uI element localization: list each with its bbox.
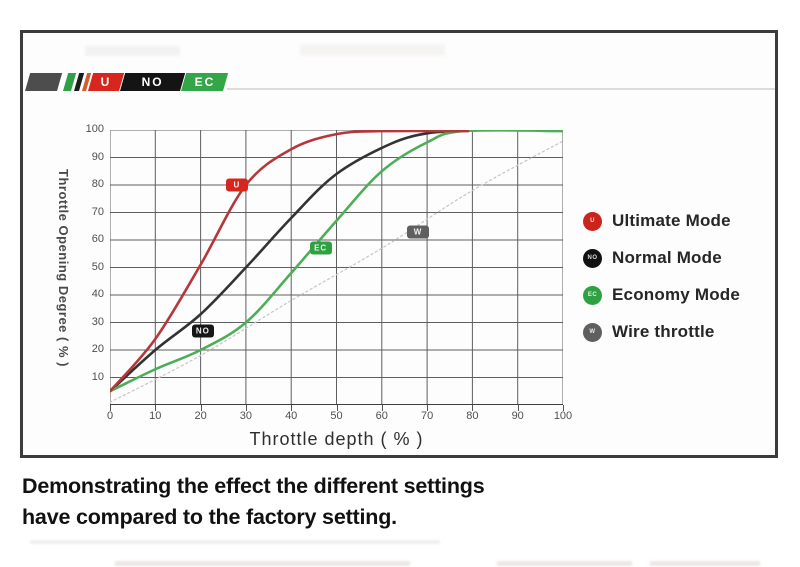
x-tick-mark [517, 405, 519, 411]
y-tick-label: 80 [91, 178, 104, 190]
y-axis-tick-labels: 10 20 30 40 50 60 70 80 90 100 [68, 123, 104, 405]
caption-line-2: have compared to the factory setting. [22, 505, 397, 530]
legend-label: Economy Mode [612, 285, 741, 304]
x-tick-mark [427, 405, 429, 411]
x-tick-label: 100 [553, 410, 573, 422]
caption-line-1: Demonstrating the effect the different s… [22, 474, 485, 498]
chart-frame: U NO EC W NO EC U 10 20 30 40 50 60 70 80 90 100 0 10… [20, 30, 778, 458]
legend-item-wire: W Wire throttle [583, 322, 740, 342]
figure-caption: Demonstrating the effect the different s… [22, 471, 582, 533]
curve-badge-ec: EC [309, 241, 332, 255]
legend: U Ultimate Mode NO Normal Mode EC Econom… [583, 211, 740, 359]
y-tick-label: 40 [91, 288, 104, 300]
x-tick-label: 30 [239, 410, 253, 422]
legend-item-normal: NO Normal Mode [583, 248, 740, 268]
curve-ultimate-mode [110, 131, 468, 391]
x-tick-label: 60 [375, 410, 388, 422]
x-tick-mark [110, 405, 111, 411]
curve-badge-no: NO [191, 324, 214, 338]
x-tick-label: 10 [149, 410, 162, 422]
x-tick-label: 20 [194, 410, 207, 422]
x-tick-mark [155, 405, 157, 411]
legend-item-ultimate: U Ultimate Mode [583, 211, 740, 231]
economy-mode-dot-icon: EC [583, 285, 602, 305]
scan-smudge [497, 561, 632, 566]
x-tick-mark [563, 405, 564, 411]
y-tick-label: 30 [91, 315, 104, 328]
legend-label: Normal Mode [612, 248, 722, 267]
x-tick-label: 70 [420, 410, 434, 422]
banner-rule-line [227, 88, 775, 90]
x-axis-tick-labels: 0 10 20 30 40 50 60 70 80 90 100 [107, 410, 572, 426]
banner-gray-bar [25, 73, 63, 91]
y-tick-label: 70 [91, 205, 104, 218]
scan-smudge [650, 561, 760, 566]
banner-badge-normal: NO [120, 73, 186, 91]
x-tick-mark [336, 405, 338, 411]
curve-wire-throttle [110, 141, 563, 402]
y-tick-label: 20 [91, 343, 104, 355]
plot-area: W NO EC U [110, 130, 563, 405]
x-tick-label: 50 [330, 410, 343, 422]
x-tick-mark [381, 405, 383, 411]
y-tick-label: 100 [85, 123, 104, 135]
curve-badge-w: W [407, 225, 430, 239]
y-axis-title: Throttle Opening Degree ( % ) [56, 168, 71, 367]
curve-badge-u: U [225, 178, 248, 192]
x-tick-label: 80 [466, 410, 479, 422]
y-tick-label: 90 [91, 150, 104, 163]
y-tick-label: 60 [91, 233, 104, 245]
scan-smudge [30, 540, 440, 544]
x-tick-mark [472, 405, 474, 411]
legend-item-economy: EC Economy Mode [583, 285, 740, 305]
x-tick-mark [291, 405, 293, 411]
normal-mode-dot-icon: NO [583, 248, 602, 268]
x-tick-mark [200, 405, 202, 411]
x-tick-label: 90 [511, 410, 524, 422]
y-tick-label: 50 [91, 260, 104, 273]
x-tick-mark [245, 405, 247, 411]
x-tick-label: 40 [285, 410, 298, 422]
x-tick-label: 0 [106, 410, 114, 422]
ultimate-mode-dot-icon: U [583, 211, 602, 231]
scan-smudge [115, 561, 410, 566]
scan-smudge [85, 46, 180, 56]
x-axis-title: Throttle depth ( % ) [249, 429, 424, 449]
curve-normal-mode [110, 131, 459, 391]
brand-banner: U NO EC [25, 73, 229, 91]
y-tick-label: 10 [91, 370, 104, 383]
wire-throttle-dot-icon: W [583, 322, 602, 342]
throttle-curves-chart [110, 130, 563, 405]
legend-label: Ultimate Mode [612, 211, 731, 230]
x-axis-tick-marks [110, 405, 564, 411]
banner-badge-ultimate: U [88, 73, 125, 91]
legend-label: Wire throttle [612, 322, 715, 341]
scan-smudge [300, 44, 445, 56]
banner-badge-economy: EC [181, 73, 229, 91]
